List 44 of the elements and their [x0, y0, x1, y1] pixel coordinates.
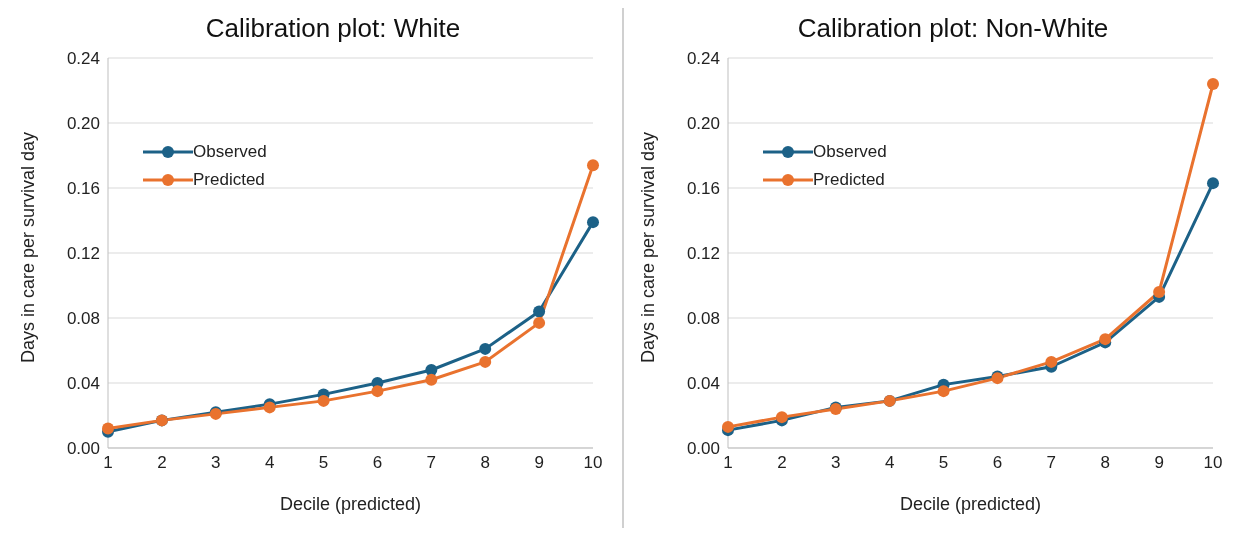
y-axis-title: Days in care per survival day	[18, 131, 39, 363]
x-tick-label: 9	[1154, 453, 1164, 473]
y-tick-label: 0.00	[66, 439, 100, 459]
x-tick-label: 5	[938, 453, 949, 473]
x-tick-label: 3	[211, 453, 221, 473]
y-tick-label: 0.08	[686, 309, 720, 329]
x-tick-label: 8	[480, 453, 490, 473]
x-tick-label: 6	[372, 453, 383, 473]
legend-label: Predicted	[193, 170, 265, 190]
y-tick-label: 0.20	[686, 114, 720, 134]
x-tick-label: 7	[426, 453, 437, 473]
y-tick-label: 0.04	[686, 374, 720, 394]
x-axis-title: Decile (predicted)	[279, 494, 422, 514]
x-tick-label: 5	[318, 453, 329, 473]
y-tick-label: 0.12	[686, 244, 720, 264]
y-tick-label: 0.24	[66, 49, 100, 69]
x-axis-title: Decile (predicted)	[899, 494, 1042, 514]
x-tick-label: 7	[1046, 453, 1057, 473]
x-tick-label: 10	[1203, 453, 1223, 473]
chart-title: Calibration plot: Non-White	[796, 12, 1110, 45]
y-tick-label: 0.20	[66, 114, 100, 134]
x-tick-label: 8	[1100, 453, 1110, 473]
y-axis-title: Days in care per survival day	[638, 131, 659, 363]
x-tick-label: 4	[264, 453, 275, 473]
y-tick-label: 0.04	[66, 374, 100, 394]
x-tick-label: 10	[583, 453, 603, 473]
x-tick-label: 6	[992, 453, 1003, 473]
x-tick-label: 1	[723, 453, 733, 473]
y-tick-label: 0.00	[686, 439, 720, 459]
legend-label: Observed	[193, 142, 267, 162]
x-tick-label: 9	[534, 453, 544, 473]
legend-label: Predicted	[813, 170, 885, 190]
chart-title: Calibration plot: White	[204, 12, 462, 45]
y-tick-label: 0.12	[66, 244, 100, 264]
x-tick-label: 1	[103, 453, 113, 473]
y-tick-label: 0.16	[66, 179, 100, 199]
x-tick-label: 2	[777, 453, 787, 473]
x-tick-label: 4	[884, 453, 895, 473]
y-tick-label: 0.16	[686, 179, 720, 199]
y-tick-label: 0.08	[66, 309, 100, 329]
x-tick-label: 2	[157, 453, 167, 473]
x-tick-label: 3	[831, 453, 841, 473]
legend-label: Observed	[813, 142, 887, 162]
y-tick-label: 0.24	[686, 49, 720, 69]
